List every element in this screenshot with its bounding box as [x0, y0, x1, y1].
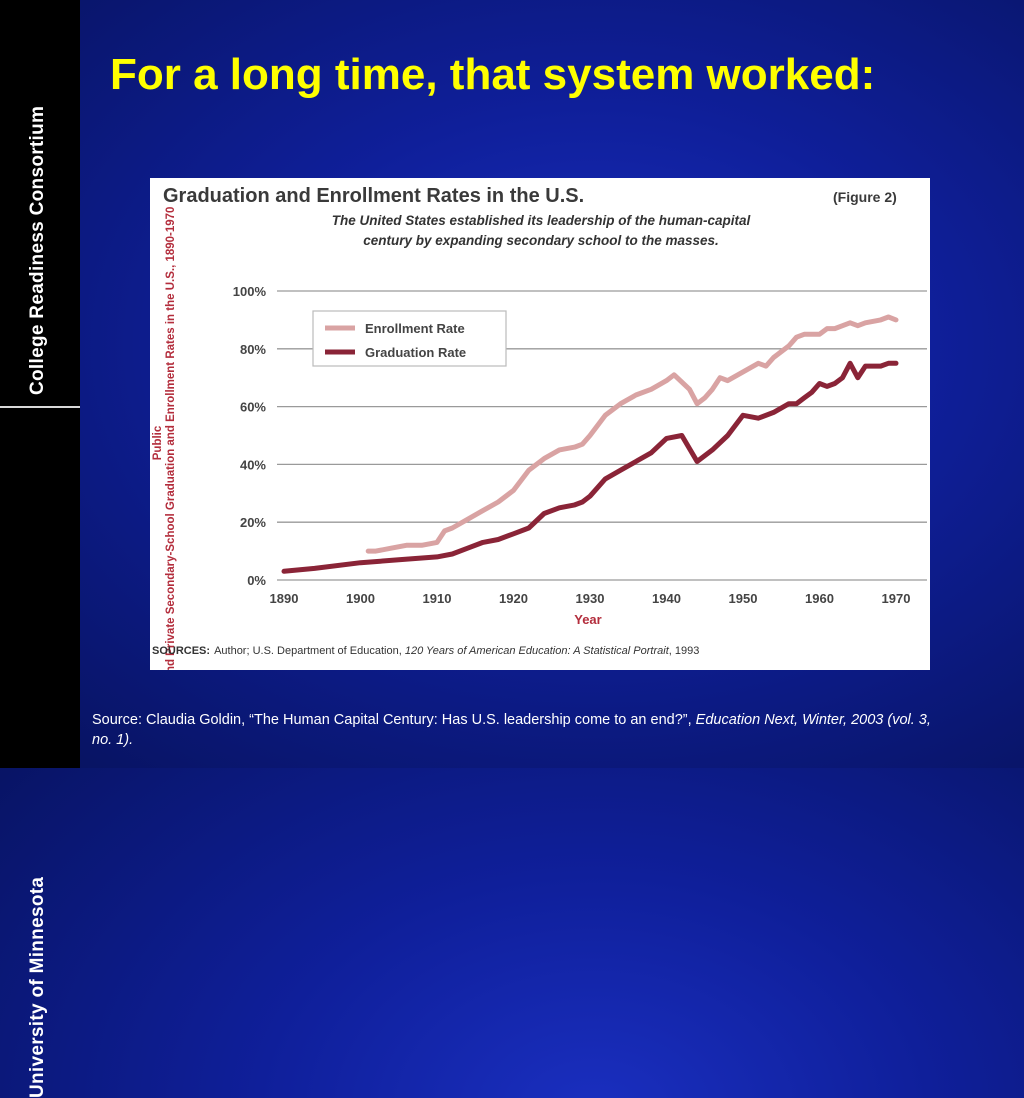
figure-subtitle-1: The United States established its leader…: [332, 213, 751, 228]
figure-label: (Figure 2): [833, 189, 897, 205]
y-tick-label: 80%: [240, 342, 266, 357]
y-tick-label: 40%: [240, 457, 266, 472]
university-label: University of Minnesota: [27, 876, 48, 1098]
x-tick-label: 1940: [652, 591, 681, 606]
x-tick-label: 1930: [576, 591, 605, 606]
y-axis-label-line2: and Private Secondary-School Graduation …: [165, 207, 177, 670]
y-tick-label: 60%: [240, 400, 266, 415]
x-tick-label: 1910: [423, 591, 452, 606]
consortium-label: College Readiness Consortium: [27, 105, 48, 395]
sources-text: Author; U.S. Department of Education,: [214, 645, 405, 657]
y-tick-labels: 0% 20% 40% 60% 80% 100%: [233, 284, 267, 588]
chart-svg: Graduation and Enrollment Rates in the U…: [152, 185, 927, 679]
x-tick-label: 1960: [805, 591, 834, 606]
sources-italic: 120 Years of American Education: A Stati…: [405, 645, 670, 657]
y-tick-label: 0%: [247, 573, 266, 588]
x-axis-label: Year: [574, 612, 601, 627]
figure-sources: SOURCES: Author; U.S. Department of Educa…: [152, 645, 699, 657]
source-italic: Education Next, Winter, 2003 (vol. 3, no…: [92, 712, 931, 748]
source-citation: Source: Claudia Goldin, “The Human Capit…: [92, 710, 952, 750]
source-prefix: Source: Claudia Goldin, “The Human Capit…: [92, 712, 696, 728]
legend-box: [312, 310, 507, 367]
slide-title: For a long time, that system worked:: [110, 50, 876, 99]
x-tick-label: 1890: [270, 591, 299, 606]
series-lines: [281, 314, 899, 574]
legend-graduation-label: Graduation Rate: [365, 345, 466, 360]
x-tick-label: 1920: [499, 591, 528, 606]
sources-end: , 1993: [669, 645, 700, 657]
legend-enrollment-label: Enrollment Rate: [365, 321, 465, 336]
sidebar-bottom-panel: University of Minnesota: [0, 408, 80, 1098]
x-tick-label: 1950: [729, 591, 758, 606]
figure-title: Graduation and Enrollment Rates in the U…: [163, 185, 584, 207]
x-tick-label: 1970: [882, 591, 911, 606]
y-tick-label: 100%: [233, 284, 267, 299]
x-tick-labels: 1890 1900 1910 1920 1930 1940 1950 1960 1970: [270, 591, 911, 606]
sidebar: College Readiness Consortium University …: [0, 0, 80, 1098]
sidebar-top-panel: College Readiness Consortium: [0, 0, 80, 406]
sidebar-divider: [0, 406, 80, 408]
sources-label: SOURCES:: [152, 645, 210, 657]
y-tick-label: 20%: [240, 515, 266, 530]
legend: Enrollment Rate Graduation Rate: [312, 310, 507, 367]
enrollment-rate-line: [365, 314, 899, 554]
graduation-rate-line: [281, 360, 899, 574]
x-tick-label: 1900: [346, 591, 375, 606]
figure-panel: Graduation and Enrollment Rates in the U…: [150, 178, 930, 679]
figure-subtitle-2: century by expanding secondary school to…: [363, 233, 719, 248]
y-axis-label-line1: Public: [152, 425, 164, 460]
